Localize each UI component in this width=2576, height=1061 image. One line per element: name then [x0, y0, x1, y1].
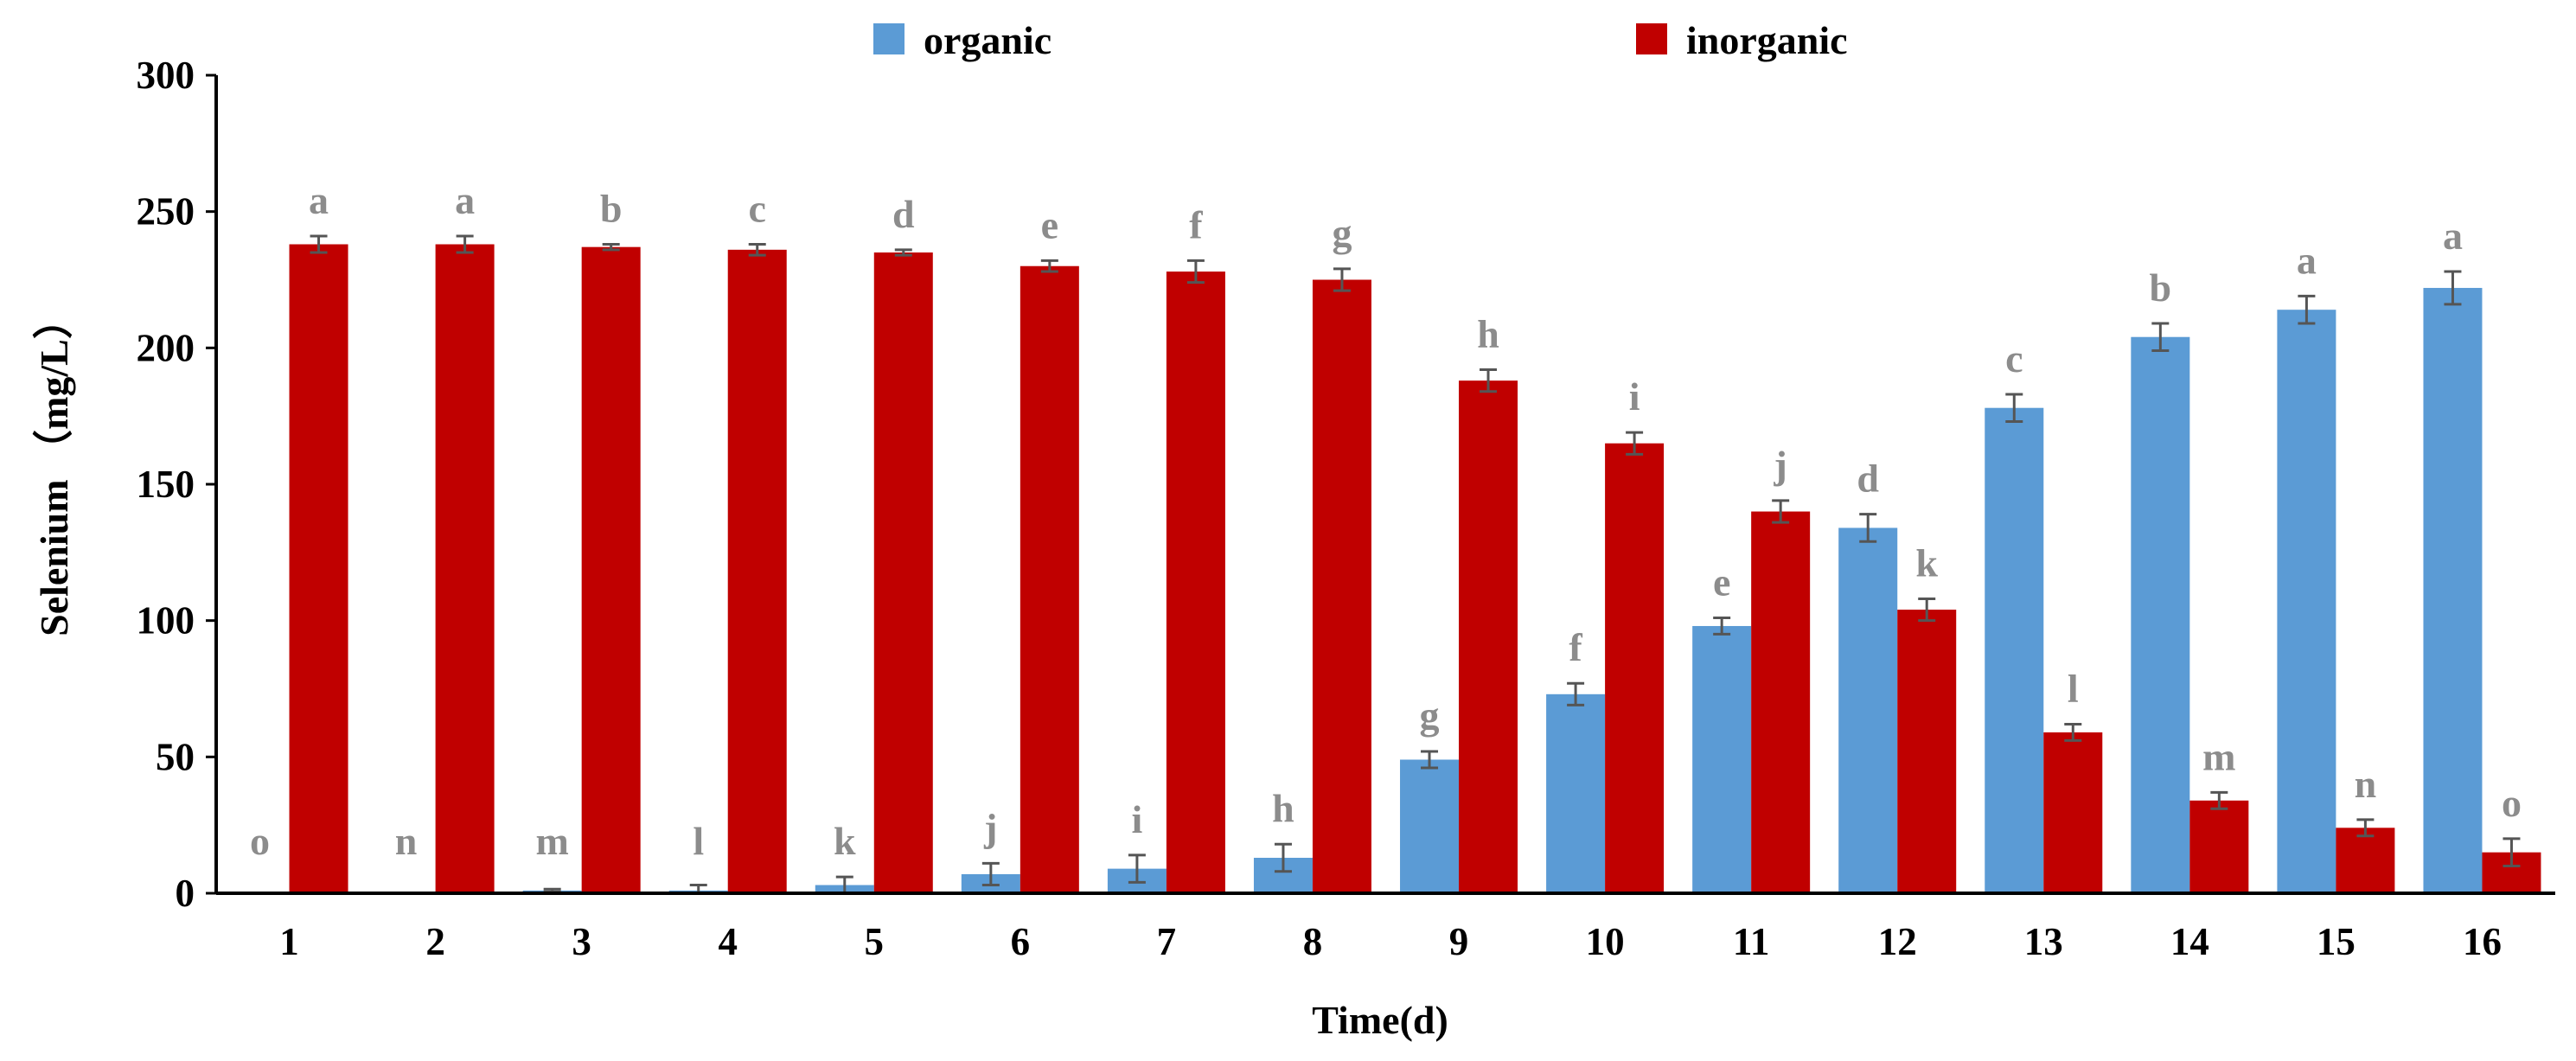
legend-swatch-inorganic	[1636, 23, 1667, 54]
significance-label-organic: n	[395, 819, 418, 863]
significance-label-organic: h	[1272, 786, 1294, 830]
significance-label-organic: e	[1713, 560, 1730, 604]
significance-label-organic: g	[1420, 693, 1440, 738]
significance-label-organic: i	[1132, 797, 1143, 841]
legend-label-inorganic: inorganic	[1686, 18, 1848, 62]
significance-label-organic: d	[1857, 457, 1879, 501]
x-tick-label: 1	[279, 920, 299, 963]
significance-label-inorganic: e	[1041, 202, 1058, 246]
x-tick-label: 3	[572, 920, 591, 963]
x-tick-label: 15	[2317, 920, 2355, 963]
bar-inorganic	[1751, 511, 1811, 893]
bar-inorganic	[1459, 380, 1518, 893]
bar-inorganic	[727, 249, 787, 893]
significance-label-organic: a	[2443, 214, 2463, 258]
bar-inorganic	[435, 244, 495, 893]
x-tick-label: 4	[718, 920, 738, 963]
y-tick-label: 200	[137, 326, 195, 369]
bar-organic	[1692, 625, 1752, 893]
bar-inorganic	[581, 246, 641, 893]
x-axis-title: Time(d)	[1312, 998, 1448, 1042]
x-tick-label: 13	[2024, 920, 2063, 963]
y-tick-label: 150	[137, 463, 195, 506]
x-tick-label: 14	[2170, 920, 2209, 963]
x-tick-label: 16	[2463, 920, 2502, 963]
y-axis-title: Selenium （mg/L）	[32, 299, 76, 636]
significance-label-inorganic: o	[2502, 781, 2522, 825]
bar-organic	[2277, 310, 2336, 894]
significance-label-inorganic: k	[1915, 540, 1938, 585]
bar-inorganic	[1897, 610, 1957, 893]
bar-inorganic	[2189, 800, 2249, 893]
bar-organic	[1400, 759, 1460, 893]
legend: organic inorganic	[873, 18, 1848, 62]
x-tick-label: 10	[1586, 920, 1625, 963]
bar-inorganic	[2336, 828, 2395, 893]
significance-label-organic: o	[250, 819, 270, 863]
x-tick-label: 8	[1303, 920, 1323, 963]
bar-organic	[1985, 407, 2044, 893]
significance-label-inorganic: a	[455, 178, 475, 222]
significance-label-organic: b	[2150, 265, 2172, 310]
significance-label-inorganic: g	[1332, 211, 1352, 255]
y-tick-label: 250	[137, 190, 195, 233]
significance-label-inorganic: b	[600, 187, 623, 231]
x-tick-label: 9	[1449, 920, 1469, 963]
bar-inorganic	[1312, 279, 1371, 893]
significance-label-inorganic: m	[2202, 734, 2235, 778]
legend-swatch-organic	[873, 23, 904, 54]
significance-label-inorganic: a	[309, 178, 329, 222]
legend-label-organic: organic	[924, 18, 1051, 62]
bar-inorganic	[1166, 272, 1225, 893]
y-tick-label: 100	[137, 599, 195, 642]
significance-label-inorganic: j	[1773, 443, 1787, 487]
significance-label-organic: m	[535, 819, 568, 863]
significance-label-inorganic: i	[1629, 374, 1640, 419]
significance-label-organic: a	[2297, 238, 2317, 282]
significance-label-inorganic: n	[2355, 762, 2377, 806]
bar-inorganic	[1020, 265, 1079, 893]
significance-label-inorganic: f	[1189, 202, 1203, 246]
x-tick-label: 2	[425, 920, 445, 963]
significance-label-organic: l	[693, 819, 704, 863]
plot-area: 050100150200250300oa1na2mb3lc4kd5je6if7h…	[137, 54, 2555, 963]
x-tick-label: 7	[1157, 920, 1177, 963]
significance-label-inorganic: l	[2068, 666, 2079, 710]
y-tick-label: 50	[156, 735, 195, 778]
significance-label-inorganic: h	[1477, 312, 1499, 356]
x-tick-label: 6	[1011, 920, 1031, 963]
y-tick-label: 0	[176, 872, 195, 915]
significance-label-organic: j	[983, 805, 997, 849]
x-tick-label: 11	[1733, 920, 1770, 963]
significance-label-organic: k	[834, 819, 856, 863]
x-tick-label: 12	[1878, 920, 1917, 963]
bar-organic	[1838, 527, 1898, 893]
bar-organic	[1546, 693, 1606, 893]
significance-label-inorganic: d	[892, 192, 915, 236]
bar-inorganic	[289, 244, 348, 893]
bar-inorganic	[873, 252, 933, 893]
significance-label-inorganic: c	[749, 187, 766, 231]
bar-organic	[2131, 336, 2190, 894]
significance-label-organic: c	[2005, 336, 2023, 380]
bar-organic	[2423, 287, 2483, 894]
bar-inorganic	[1605, 443, 1665, 893]
x-tick-label: 5	[865, 920, 885, 963]
bar-inorganic	[2043, 732, 2103, 893]
significance-label-organic: f	[1569, 625, 1582, 669]
y-tick-label: 300	[137, 54, 195, 97]
